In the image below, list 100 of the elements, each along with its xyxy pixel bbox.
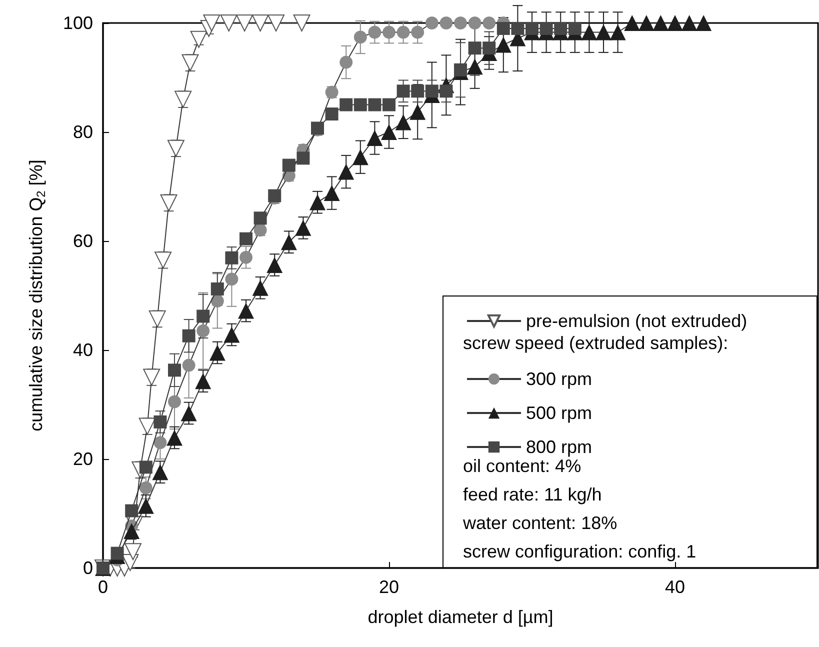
point	[440, 16, 453, 30]
point	[554, 22, 568, 35]
point	[425, 16, 438, 30]
point	[466, 58, 483, 75]
legend-title: screw speed (extruded samples):	[463, 333, 728, 353]
point	[154, 436, 167, 450]
point	[296, 152, 310, 165]
point	[148, 310, 166, 328]
point	[667, 15, 683, 31]
point	[596, 24, 612, 40]
point	[182, 54, 199, 72]
point	[220, 14, 238, 32]
y-tick-label: 100	[62, 13, 93, 33]
point	[396, 26, 410, 39]
point	[225, 272, 238, 286]
point	[368, 98, 382, 112]
point	[352, 149, 368, 166]
point	[139, 460, 152, 474]
point	[196, 324, 210, 338]
point	[293, 14, 310, 32]
point	[338, 164, 354, 180]
point	[381, 124, 397, 140]
point	[382, 98, 396, 112]
point	[282, 158, 296, 172]
point	[395, 114, 412, 130]
point	[280, 234, 297, 250]
point	[610, 24, 626, 40]
point	[182, 358, 196, 372]
y-tick-label: 60	[72, 231, 93, 251]
point	[166, 430, 182, 446]
point	[240, 250, 252, 264]
point	[236, 14, 254, 32]
point	[210, 282, 224, 296]
point	[182, 329, 196, 342]
point	[154, 415, 167, 428]
point	[254, 212, 267, 225]
point	[454, 63, 467, 76]
point	[354, 98, 367, 112]
point	[354, 30, 367, 44]
y-axis-title: cumulative size distribution Q2 [%]	[26, 160, 48, 432]
point	[224, 326, 240, 343]
y-tick-label: 20	[72, 449, 93, 469]
point	[624, 15, 640, 31]
point	[411, 84, 424, 98]
legend-label: 300 rpm	[526, 369, 592, 389]
point	[168, 395, 181, 408]
point	[324, 185, 340, 202]
point	[125, 504, 138, 518]
point	[340, 56, 353, 69]
point	[295, 220, 312, 236]
point	[681, 15, 698, 31]
point	[425, 84, 438, 98]
point	[252, 14, 269, 32]
point	[240, 232, 252, 246]
point	[396, 84, 410, 98]
point	[203, 14, 220, 32]
point	[195, 373, 212, 390]
point	[468, 16, 482, 30]
point	[652, 15, 669, 31]
point	[154, 252, 172, 269]
point	[696, 15, 712, 31]
point	[581, 24, 598, 40]
point	[325, 108, 338, 121]
legend-label: pre-emulsion (not extruded)	[526, 311, 748, 331]
legend-label: 500 rpm	[526, 403, 592, 423]
point	[511, 22, 524, 35]
x-axis-title: droplet diameter d [µm]	[368, 607, 554, 627]
x-tick-label: 0	[98, 577, 108, 597]
point	[411, 26, 424, 39]
annotation: water content: 18%	[462, 513, 618, 533]
point	[440, 84, 453, 98]
point	[310, 194, 326, 210]
x-tick-label: 40	[664, 577, 686, 597]
y-tick-label: 0	[82, 558, 93, 578]
point	[225, 251, 238, 264]
point	[238, 302, 254, 319]
point	[167, 140, 184, 157]
point	[482, 16, 496, 30]
legend-label: 800 rpm	[526, 437, 592, 457]
point	[482, 42, 496, 55]
point	[268, 14, 285, 32]
point	[138, 418, 156, 435]
point	[209, 344, 226, 361]
point	[138, 498, 154, 514]
y-tick-label: 80	[72, 122, 93, 142]
point	[168, 364, 181, 377]
point	[526, 22, 538, 35]
point	[143, 368, 160, 386]
y-tick-label: 40	[72, 340, 93, 360]
annotation: screw configuration: config. 1	[463, 542, 696, 562]
point	[540, 22, 553, 35]
annotation: feed rate: 11 kg/h	[463, 484, 602, 504]
point	[495, 36, 512, 53]
point	[366, 130, 383, 146]
point	[454, 16, 467, 30]
point	[252, 280, 268, 296]
point	[266, 256, 283, 273]
point	[152, 464, 168, 480]
annotation: oil content: 4%	[463, 456, 582, 476]
point	[496, 22, 510, 35]
